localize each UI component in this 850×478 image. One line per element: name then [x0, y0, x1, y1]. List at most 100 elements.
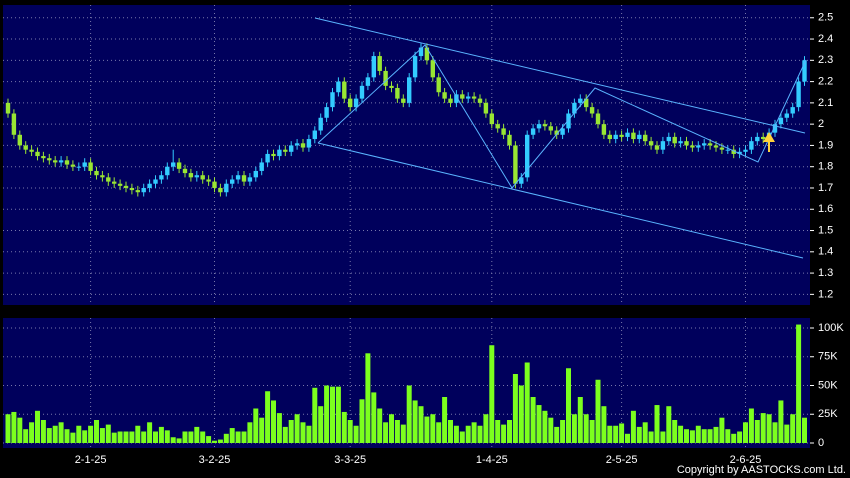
candle-body	[306, 139, 312, 148]
candle-body	[348, 98, 353, 108]
candle-body	[395, 87, 400, 99]
candle-body	[713, 145, 719, 148]
volume-bar	[725, 429, 731, 443]
candle-body	[336, 81, 341, 93]
volume-bar	[46, 428, 52, 443]
y-tick-label: 2.1	[818, 97, 833, 109]
volume-bar	[754, 420, 760, 443]
x-tick-label: 3-2-25	[199, 454, 231, 466]
candle-body	[749, 141, 754, 150]
candle-body	[442, 92, 447, 99]
volume-bar	[583, 414, 589, 443]
candle-body	[300, 143, 306, 148]
candle-body	[707, 143, 713, 146]
volume-bar	[153, 431, 158, 443]
volume-bar	[17, 417, 23, 443]
volume-bar	[418, 406, 424, 443]
x-tick-label: 2-6-25	[730, 454, 762, 466]
volume-bar	[701, 429, 707, 443]
volume-bar	[530, 397, 536, 443]
candle-body	[17, 134, 22, 146]
volume-bar	[784, 424, 790, 443]
volume-bar	[442, 397, 448, 443]
candle-body	[666, 136, 671, 142]
candle-body	[117, 183, 123, 186]
volume-bar	[731, 433, 737, 443]
candle-body	[424, 47, 430, 61]
candle-body	[743, 149, 748, 152]
volume-bar	[483, 414, 489, 443]
volume-bar	[35, 410, 40, 443]
candle-body	[76, 166, 81, 168]
candle-body	[519, 177, 524, 184]
candle-body	[802, 60, 807, 82]
candle-body	[554, 130, 559, 135]
y-tick-label: 2.4	[818, 33, 833, 45]
volume-bar	[477, 425, 483, 443]
candle-body	[171, 162, 176, 167]
candle-body	[23, 145, 28, 150]
volume-bar	[672, 420, 678, 443]
candle-body	[218, 187, 223, 193]
candle-body	[578, 98, 583, 103]
y-tick-label: 1.7	[818, 182, 833, 194]
candle-body	[47, 158, 52, 161]
candle-body	[377, 56, 382, 71]
candle-body	[259, 162, 264, 171]
trend-lines	[314, 17, 807, 259]
volume-bar	[595, 379, 601, 443]
candle-body	[648, 141, 654, 146]
volume-bar	[217, 439, 223, 443]
candle-body	[401, 98, 406, 103]
candle-body	[106, 177, 111, 182]
volume-bar	[743, 422, 748, 443]
candle-body	[619, 134, 624, 137]
volume-bar	[389, 414, 394, 443]
y-tick-label: 1.3	[818, 267, 833, 279]
volume-bar	[123, 431, 129, 443]
y-tick-label: 1.4	[818, 246, 833, 258]
candle-body	[731, 149, 736, 154]
candle-body	[265, 153, 270, 163]
volume-bar	[82, 430, 88, 443]
candle-body	[678, 141, 683, 144]
candle-body	[29, 149, 34, 152]
volume-bar	[713, 426, 719, 443]
candle-body	[165, 166, 170, 176]
volume-bar	[235, 431, 241, 443]
x-tick-label: 1-4-25	[476, 454, 508, 466]
volume-bar	[524, 362, 530, 443]
volume-bar	[495, 420, 501, 443]
volume-bar	[29, 422, 35, 443]
volume-bar	[571, 414, 577, 443]
volume-bar	[347, 420, 353, 443]
candle-body	[466, 96, 471, 99]
candle-body	[82, 162, 87, 167]
candle-body	[194, 175, 199, 178]
candle-body	[566, 113, 571, 129]
volume-bar	[288, 420, 294, 443]
candle-body	[123, 185, 129, 188]
candle-body	[112, 181, 117, 184]
candle-body	[513, 145, 518, 184]
candle-body	[241, 175, 247, 182]
candle-body	[572, 102, 577, 114]
volume-bar	[170, 437, 176, 443]
volume-bar	[70, 432, 76, 443]
candle-body	[643, 134, 648, 142]
volume-bar	[613, 425, 619, 443]
volume-bar	[377, 408, 383, 443]
volume-bar	[719, 417, 725, 443]
volume-bar	[648, 431, 654, 443]
x-tick-label: 2-5-25	[606, 454, 638, 466]
price-panel	[3, 5, 810, 305]
volume-bar	[341, 411, 347, 443]
volume-bar	[607, 425, 613, 443]
candle-body	[182, 168, 188, 174]
candle-body	[530, 128, 536, 135]
candle-body	[330, 92, 335, 108]
volume-bar	[294, 414, 300, 443]
candle-body	[230, 179, 235, 184]
volume-bar	[577, 397, 583, 443]
volume-bar	[619, 423, 625, 443]
